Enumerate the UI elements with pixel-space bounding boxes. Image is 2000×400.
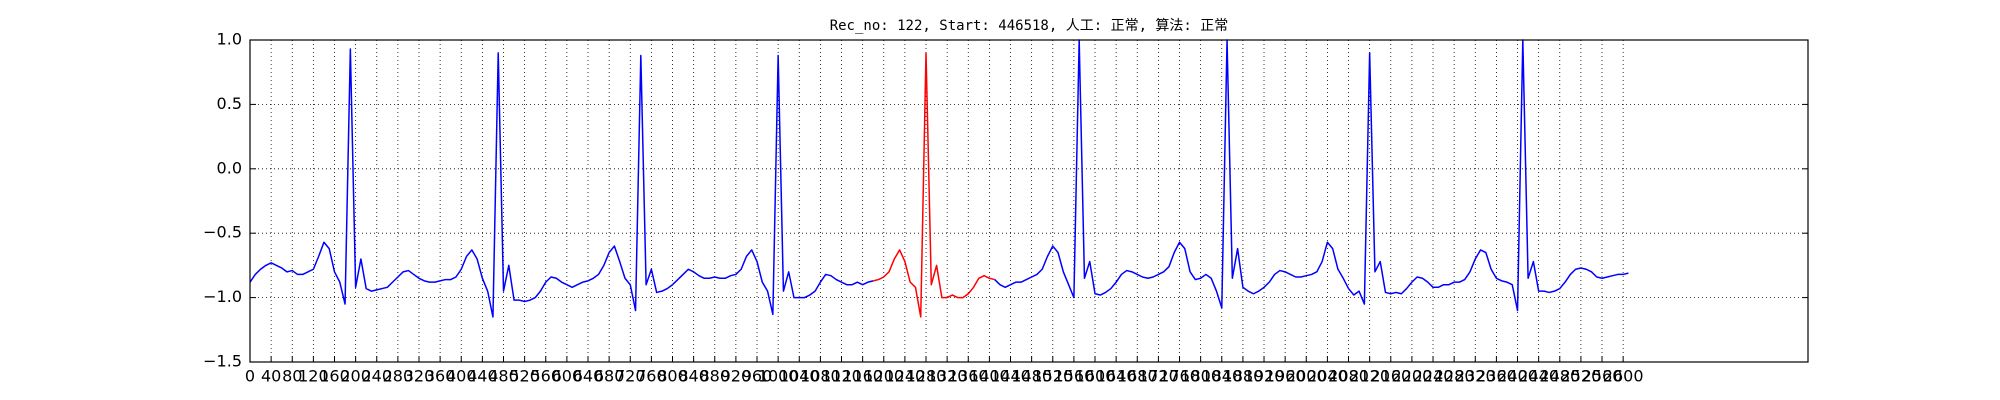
x-tick-label: 1920	[1244, 367, 1285, 386]
x-tick-label: 920	[721, 367, 752, 386]
ecg-line	[994, 39, 1629, 312]
x-tick-label: 160	[319, 367, 350, 386]
y-tick-label: 0.0	[217, 158, 242, 177]
x-tick-label: 800	[657, 367, 688, 386]
x-tick-label: 2120	[1349, 367, 1390, 386]
x-tick-label: 520	[509, 367, 540, 386]
x-tick-label: 480	[488, 367, 519, 386]
x-tick-label: 1440	[990, 367, 1031, 386]
x-tick-label: 1600	[1075, 367, 1116, 386]
x-tick-label: 360	[425, 367, 456, 386]
x-tick-label: 2600	[1603, 367, 1644, 386]
x-tick-label: 2440	[1518, 367, 1559, 386]
x-tick-label: 600	[552, 367, 583, 386]
x-tick-label: 1680	[1117, 367, 1158, 386]
x-tick-label: 1120	[821, 367, 862, 386]
x-tick-label: 200	[340, 367, 371, 386]
x-tick-label: 1480	[1011, 367, 1052, 386]
x-tick-label: 1240	[885, 367, 926, 386]
x-tick-label: 1080	[800, 367, 841, 386]
x-tick-label: 1200	[863, 367, 904, 386]
x-tick-label: 680	[594, 367, 625, 386]
x-tick-label: 0	[245, 367, 255, 386]
y-tick-label: −0.5	[203, 223, 242, 242]
x-tick-label: 280	[383, 367, 414, 386]
y-tick-label: 0.5	[217, 94, 242, 113]
x-tick-label: 2240	[1413, 367, 1454, 386]
y-tick-label: −1.5	[203, 352, 242, 371]
x-tick-label: 840	[678, 367, 709, 386]
x-tick-label: 1760	[1159, 367, 1200, 386]
x-tick-label: 2480	[1539, 367, 1580, 386]
chart-title: Rec_no: 122, Start: 446518, 人工: 正常, 算法: …	[830, 18, 1229, 34]
y-tick-label: −1.0	[203, 287, 242, 306]
plot-frame	[249, 39, 1809, 363]
x-tick-label: 2560	[1582, 367, 1623, 386]
x-tick-label: 1800	[1180, 367, 1221, 386]
x-tick-label: 1400	[969, 367, 1010, 386]
x-tick-label: 1640	[1096, 367, 1137, 386]
x-tick-label: 1880	[1223, 367, 1264, 386]
x-tick-label: 720	[615, 367, 646, 386]
x-tick-label: 2080	[1328, 367, 1369, 386]
ecg-line	[249, 48, 874, 318]
x-tick-label: 1000	[758, 367, 799, 386]
x-tick-label: 2040	[1307, 367, 1348, 386]
y-tick-label: 1.0	[217, 30, 242, 49]
x-tick-label: 880	[699, 367, 730, 386]
x-tick-label: 120	[298, 367, 329, 386]
x-tick-label: 1840	[1201, 367, 1242, 386]
x-tick-label: 240	[361, 367, 392, 386]
x-tick-label: 320	[404, 367, 435, 386]
x-tick-label: 640	[573, 367, 604, 386]
x-tick-label: 560	[530, 367, 561, 386]
x-tick-label: 1160	[842, 367, 883, 386]
x-tick-label: 40	[261, 367, 281, 386]
x-tick-label: 1960	[1265, 367, 1306, 386]
x-tick-label: 2320	[1455, 367, 1496, 386]
x-tick-label: 2400	[1497, 367, 1538, 386]
ecg-line	[873, 52, 995, 318]
x-tick-label: 2200	[1392, 367, 1433, 386]
x-tick-label: 2000	[1286, 367, 1327, 386]
x-tick-label: 2520	[1561, 367, 1602, 386]
x-tick-label: 2360	[1476, 367, 1517, 386]
x-tick-label: 760	[636, 367, 667, 386]
x-tick-label: 1720	[1138, 367, 1179, 386]
x-tick-label: 2280	[1434, 367, 1475, 386]
x-tick-label: 2160	[1370, 367, 1411, 386]
x-tick-label: 1040	[779, 367, 820, 386]
x-tick-label: 400	[446, 367, 477, 386]
x-tick-label: 960	[742, 367, 773, 386]
x-tick-label: 80	[282, 367, 302, 386]
x-tick-label: 1520	[1032, 367, 1073, 386]
x-tick-label: 1360	[948, 367, 989, 386]
x-tick-label: 440	[467, 367, 498, 386]
x-tick-label: 1280	[906, 367, 947, 386]
x-tick-label: 1560	[1054, 367, 1095, 386]
x-tick-label: 1320	[927, 367, 968, 386]
